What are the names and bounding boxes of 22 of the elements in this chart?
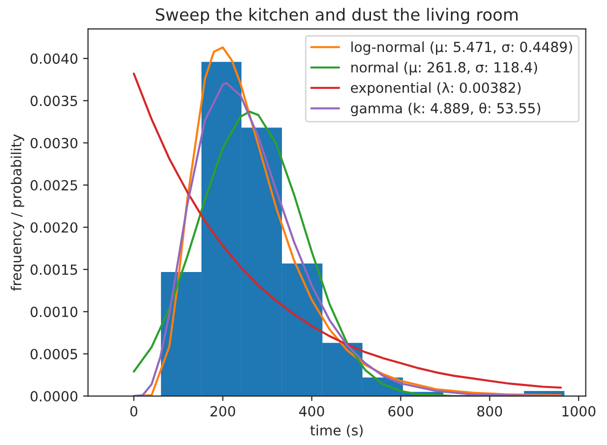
y-tick-label: 0.0010	[30, 306, 78, 318]
legend-label: normal (μ: 261.8, σ: 118.4)	[351, 62, 538, 76]
x-axis-title: time (s)	[310, 424, 363, 438]
y-tick-label: 0.0040	[30, 53, 78, 64]
y-axis-title: frequency / probability	[10, 134, 24, 291]
chart-title: Sweep the kitchen and dust the living room	[156, 8, 518, 24]
y-tick-label: 0.0025	[30, 180, 78, 191]
y-tick-label: 0.0005	[30, 348, 78, 360]
x-tick-label: 1000	[562, 406, 596, 417]
x-tick-label: 600	[388, 406, 414, 417]
legend-label: gamma (k: 4.889, θ: 53.55)	[350, 102, 540, 116]
y-tick-label: 0.0015	[30, 264, 78, 275]
y-tick-label: 0.0000	[30, 391, 78, 402]
y-tick-label: 0.0030	[30, 138, 78, 148]
y-tick-label: 0.0020	[30, 222, 78, 233]
x-tick-label: 200	[210, 406, 236, 417]
x-tick-label: 0	[130, 406, 138, 417]
y-tick-label: 0.0035	[30, 96, 78, 106]
legend-label: exponential (λ: 0.00382)	[350, 82, 521, 96]
x-tick-label: 400	[299, 406, 324, 417]
legend-label: log-normal (μ: 5.471, σ: 0.4489)	[351, 41, 572, 55]
x-tick-label: 800	[477, 406, 502, 417]
